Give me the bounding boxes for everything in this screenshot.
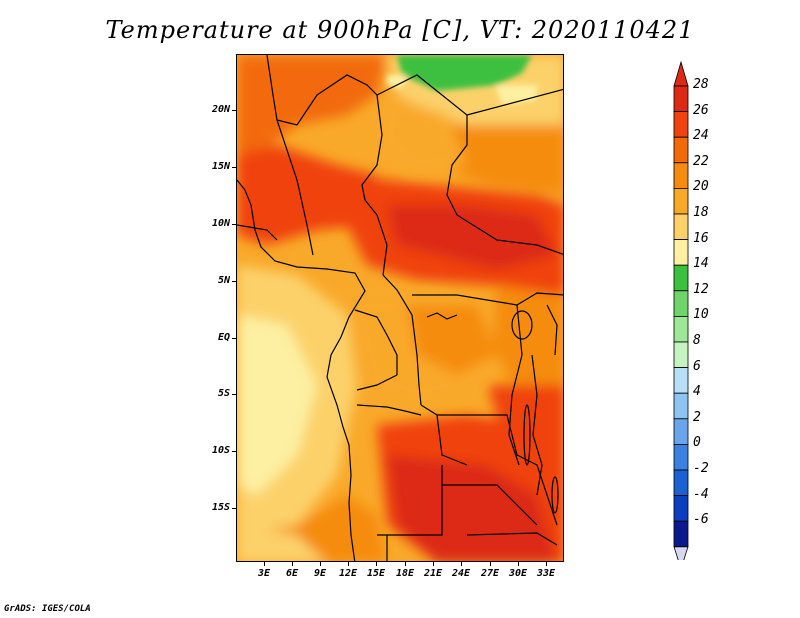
lon-label-30e: 30E [508, 568, 528, 579]
map-title: Temperature at 900hPa [C], VT: 202011042… [105, 16, 695, 44]
colorbar-cell [673, 111, 689, 138]
lat-label-10s: 10S [211, 445, 230, 456]
colorbar-cell [673, 136, 689, 164]
colorbar-label: 28 [693, 77, 709, 92]
colorbar-label: 6 [693, 358, 701, 374]
colorbar-cell [673, 187, 689, 215]
colorbar-cell [673, 213, 689, 241]
colorbar-label: 8 [693, 333, 701, 348]
colorbar-cell [673, 367, 689, 394]
colorbar-cell [673, 495, 689, 522]
country-borders [237, 55, 563, 561]
colorbar-cell [673, 392, 689, 420]
colorbar-label: 12 [693, 281, 709, 297]
lon-label-6e: 6E [285, 568, 299, 579]
colorbar-cell [673, 315, 689, 343]
colorbar-cell [673, 85, 689, 113]
colorbar-cell [673, 290, 689, 317]
colorbar-cell [673, 520, 689, 548]
colorbar-cell [673, 469, 689, 497]
lon-label-21e: 21E [423, 568, 443, 579]
colorbar-bottom-arrow [673, 546, 689, 560]
colorbar-label: 14 [693, 256, 709, 272]
colorbar-cell [673, 162, 689, 189]
lat-label-20n: 20N [211, 104, 230, 115]
colorbar [673, 60, 689, 560]
colorbar-cell [673, 418, 689, 445]
colorbar-label: -4 [693, 486, 709, 502]
colorbar-cell [673, 239, 689, 266]
temperature-field [237, 55, 563, 561]
colorbar-label: 2 [693, 409, 701, 425]
lat-label-5s: 5S [217, 388, 230, 399]
colorbar-label: 20 [693, 179, 709, 195]
lon-label-33e: 33E [536, 568, 556, 579]
lat-label-eq: EQ [217, 332, 230, 343]
lat-label-15n: 15N [211, 161, 230, 172]
colorbar-label: 16 [693, 230, 709, 246]
colorbar-label: -6 [693, 512, 709, 528]
colorbar-label: -2 [693, 461, 709, 476]
lon-label-24e: 24E [451, 568, 471, 579]
colorbar-cells [673, 60, 689, 560]
lon-label-27e: 27E [480, 568, 500, 579]
colorbar-label: 4 [693, 384, 701, 400]
lat-label-15s: 15S [211, 502, 230, 513]
lon-label-3e: 3E [257, 568, 271, 579]
lon-label-9e: 9E [313, 568, 327, 579]
colorbar-label: 0 [693, 435, 701, 451]
colorbar-label: 18 [693, 205, 709, 220]
colorbar-cell [673, 264, 689, 292]
lat-label-5n: 5N [217, 275, 230, 286]
colorbar-cell [673, 341, 689, 369]
colorbar-cell [673, 443, 689, 471]
colorbar-label: 22 [693, 153, 709, 169]
lon-label-15e: 15E [366, 568, 386, 579]
grads-credit: GrADS: IGES/COLA [4, 604, 91, 614]
colorbar-label: 24 [693, 128, 709, 144]
colorbar-label: 26 [693, 102, 709, 118]
temperature-map [236, 54, 564, 562]
colorbar-top-arrow [673, 60, 689, 87]
lon-label-18e: 18E [395, 568, 415, 579]
lon-label-12e: 12E [338, 568, 358, 579]
lat-label-10n: 10N [211, 218, 230, 229]
colorbar-label: 10 [693, 307, 709, 323]
